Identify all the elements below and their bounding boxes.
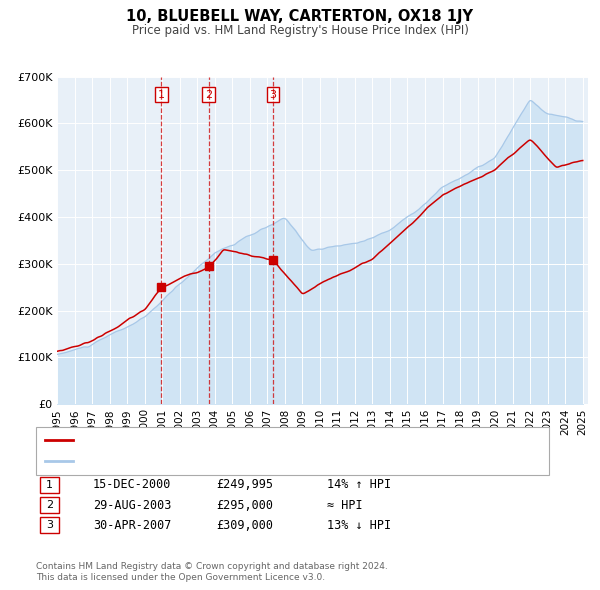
Text: 14% ↑ HPI: 14% ↑ HPI [327, 478, 391, 491]
Text: 1: 1 [46, 480, 53, 490]
Text: 13% ↓ HPI: 13% ↓ HPI [327, 519, 391, 532]
Text: Price paid vs. HM Land Registry's House Price Index (HPI): Price paid vs. HM Land Registry's House … [131, 24, 469, 37]
Text: £249,995: £249,995 [216, 478, 273, 491]
Text: Contains HM Land Registry data © Crown copyright and database right 2024.: Contains HM Land Registry data © Crown c… [36, 562, 388, 571]
Text: HPI: Average price, detached house, West Oxfordshire: HPI: Average price, detached house, West… [78, 457, 361, 467]
Text: 3: 3 [46, 520, 53, 530]
Text: £309,000: £309,000 [216, 519, 273, 532]
Text: 2: 2 [205, 90, 212, 100]
Text: This data is licensed under the Open Government Licence v3.0.: This data is licensed under the Open Gov… [36, 572, 325, 582]
Text: £295,000: £295,000 [216, 499, 273, 512]
Text: 29-AUG-2003: 29-AUG-2003 [93, 499, 172, 512]
Text: 15-DEC-2000: 15-DEC-2000 [93, 478, 172, 491]
Text: ≈ HPI: ≈ HPI [327, 499, 362, 512]
Text: 10, BLUEBELL WAY, CARTERTON, OX18 1JY: 10, BLUEBELL WAY, CARTERTON, OX18 1JY [127, 9, 473, 24]
Text: 2: 2 [46, 500, 53, 510]
Text: 1: 1 [158, 90, 165, 100]
Text: 30-APR-2007: 30-APR-2007 [93, 519, 172, 532]
Text: 10, BLUEBELL WAY, CARTERTON, OX18 1JY (detached house): 10, BLUEBELL WAY, CARTERTON, OX18 1JY (d… [78, 435, 392, 445]
Text: 3: 3 [269, 90, 277, 100]
